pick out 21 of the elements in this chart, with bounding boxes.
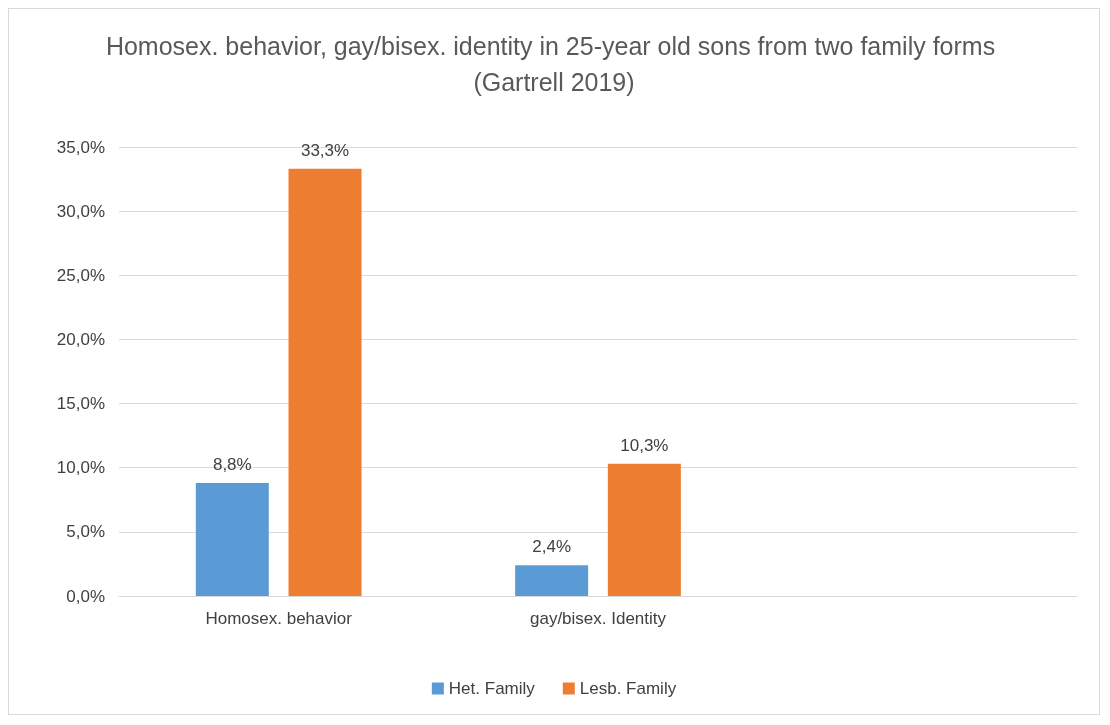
legend-label: Het. Family — [448, 679, 536, 698]
data-label: 8,8% — [212, 455, 252, 475]
y-tick-label: 30,0% — [56, 201, 105, 221]
y-tick-label: 20,0% — [56, 329, 105, 349]
y-tick-label: 5,0% — [66, 522, 105, 542]
data-label: 2,4% — [532, 537, 572, 557]
data-label: 10,3% — [620, 435, 669, 455]
x-tick-label: Homosex. behavior — [205, 609, 353, 628]
data-label: 33,3% — [300, 140, 350, 160]
chart-title: Homosex. behavior, gay/bisex. identity in 25-year old sons from two family forms (Gartrell 2019) — [105, 32, 1003, 96]
bar — [195, 483, 269, 596]
x-tick-label: gay/bisex. Identity — [529, 609, 667, 628]
y-tick-label: 25,0% — [56, 265, 105, 285]
bar — [607, 463, 681, 596]
y-tick-label: 15,0% — [56, 394, 105, 414]
y-tick-label: 35,0% — [56, 137, 105, 157]
y-tick-label: 10,0% — [56, 458, 105, 478]
legend-label: Lesb. Family — [579, 679, 677, 698]
bar — [515, 565, 589, 596]
y-tick-label: 0,0% — [66, 586, 105, 606]
bar — [288, 168, 362, 596]
